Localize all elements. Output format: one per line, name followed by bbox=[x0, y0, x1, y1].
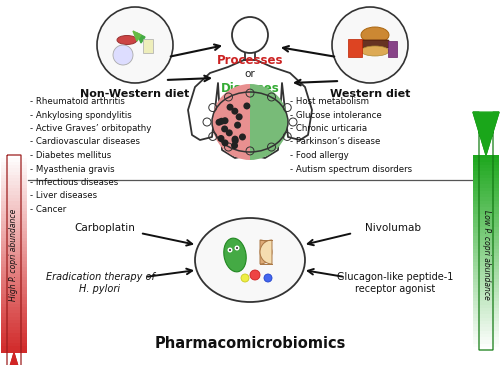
Circle shape bbox=[264, 274, 272, 282]
Text: High P. copri abundance: High P. copri abundance bbox=[10, 209, 18, 301]
Circle shape bbox=[226, 129, 233, 137]
Text: Pharmacomicrobiomics: Pharmacomicrobiomics bbox=[154, 335, 346, 350]
Circle shape bbox=[236, 114, 242, 120]
Text: Carboplatin: Carboplatin bbox=[74, 223, 136, 233]
Circle shape bbox=[222, 117, 228, 124]
Text: Low P. copri abundance: Low P. copri abundance bbox=[482, 210, 490, 300]
Circle shape bbox=[234, 246, 240, 250]
Text: Eradication therapy of
H. pylori: Eradication therapy of H. pylori bbox=[46, 272, 154, 294]
Circle shape bbox=[97, 7, 173, 83]
FancyBboxPatch shape bbox=[388, 41, 397, 57]
Ellipse shape bbox=[195, 218, 305, 302]
Circle shape bbox=[218, 118, 225, 125]
Text: - Food allergy: - Food allergy bbox=[290, 151, 349, 160]
Text: Western diet: Western diet bbox=[330, 89, 410, 99]
Circle shape bbox=[244, 103, 250, 110]
Circle shape bbox=[332, 7, 408, 83]
FancyBboxPatch shape bbox=[143, 39, 153, 53]
Circle shape bbox=[232, 136, 238, 143]
Text: - Diabetes mellitus: - Diabetes mellitus bbox=[30, 151, 111, 160]
Text: Nivolumab: Nivolumab bbox=[365, 223, 421, 233]
Circle shape bbox=[229, 249, 231, 251]
Circle shape bbox=[221, 126, 228, 132]
Wedge shape bbox=[212, 84, 250, 160]
FancyBboxPatch shape bbox=[348, 39, 362, 57]
Polygon shape bbox=[133, 31, 141, 41]
Circle shape bbox=[222, 139, 228, 146]
Text: Non-Western diet: Non-Western diet bbox=[80, 89, 190, 99]
Text: Processes: Processes bbox=[217, 54, 283, 66]
Circle shape bbox=[228, 247, 232, 253]
Text: - Parkinson’s disease: - Parkinson’s disease bbox=[290, 138, 380, 146]
Circle shape bbox=[234, 122, 241, 128]
Ellipse shape bbox=[224, 238, 246, 272]
Circle shape bbox=[226, 104, 234, 111]
Text: - Active Graves’ orbitopathy: - Active Graves’ orbitopathy bbox=[30, 124, 152, 133]
Circle shape bbox=[232, 137, 238, 144]
Circle shape bbox=[239, 134, 246, 141]
Circle shape bbox=[113, 45, 133, 65]
Text: - Autism spectrum disorders: - Autism spectrum disorders bbox=[290, 165, 412, 173]
Text: - Rheumatoid arthritis: - Rheumatoid arthritis bbox=[30, 97, 125, 106]
Circle shape bbox=[218, 135, 224, 142]
Circle shape bbox=[231, 142, 238, 149]
Text: Glucagon-like peptide-1
receptor agonist: Glucagon-like peptide-1 receptor agonist bbox=[337, 272, 453, 294]
Polygon shape bbox=[137, 33, 145, 43]
Text: - Infectious diseases: - Infectious diseases bbox=[30, 178, 118, 187]
Text: - Myasthenia gravis: - Myasthenia gravis bbox=[30, 165, 114, 173]
Text: - Cardiovascular diseases: - Cardiovascular diseases bbox=[30, 138, 140, 146]
Wedge shape bbox=[260, 240, 272, 264]
Text: - Chronic urticaria: - Chronic urticaria bbox=[290, 124, 367, 133]
Circle shape bbox=[241, 274, 249, 282]
Text: Diseases: Diseases bbox=[220, 81, 280, 95]
Text: - Host metabolism: - Host metabolism bbox=[290, 97, 369, 106]
Circle shape bbox=[250, 270, 260, 280]
Text: - Ankylosing spondylitis: - Ankylosing spondylitis bbox=[30, 111, 132, 119]
Polygon shape bbox=[1, 353, 27, 365]
Ellipse shape bbox=[361, 27, 389, 43]
FancyBboxPatch shape bbox=[361, 40, 389, 48]
Text: - Liver diseases: - Liver diseases bbox=[30, 192, 97, 200]
Ellipse shape bbox=[361, 46, 389, 56]
Text: - Glucose intolerance: - Glucose intolerance bbox=[290, 111, 382, 119]
Circle shape bbox=[216, 119, 222, 126]
Circle shape bbox=[232, 108, 238, 115]
Text: - Cancer: - Cancer bbox=[30, 205, 66, 214]
Ellipse shape bbox=[117, 35, 137, 45]
Wedge shape bbox=[260, 240, 272, 264]
Text: or: or bbox=[244, 69, 256, 79]
Circle shape bbox=[236, 247, 238, 249]
Wedge shape bbox=[250, 84, 288, 160]
Polygon shape bbox=[473, 112, 499, 155]
